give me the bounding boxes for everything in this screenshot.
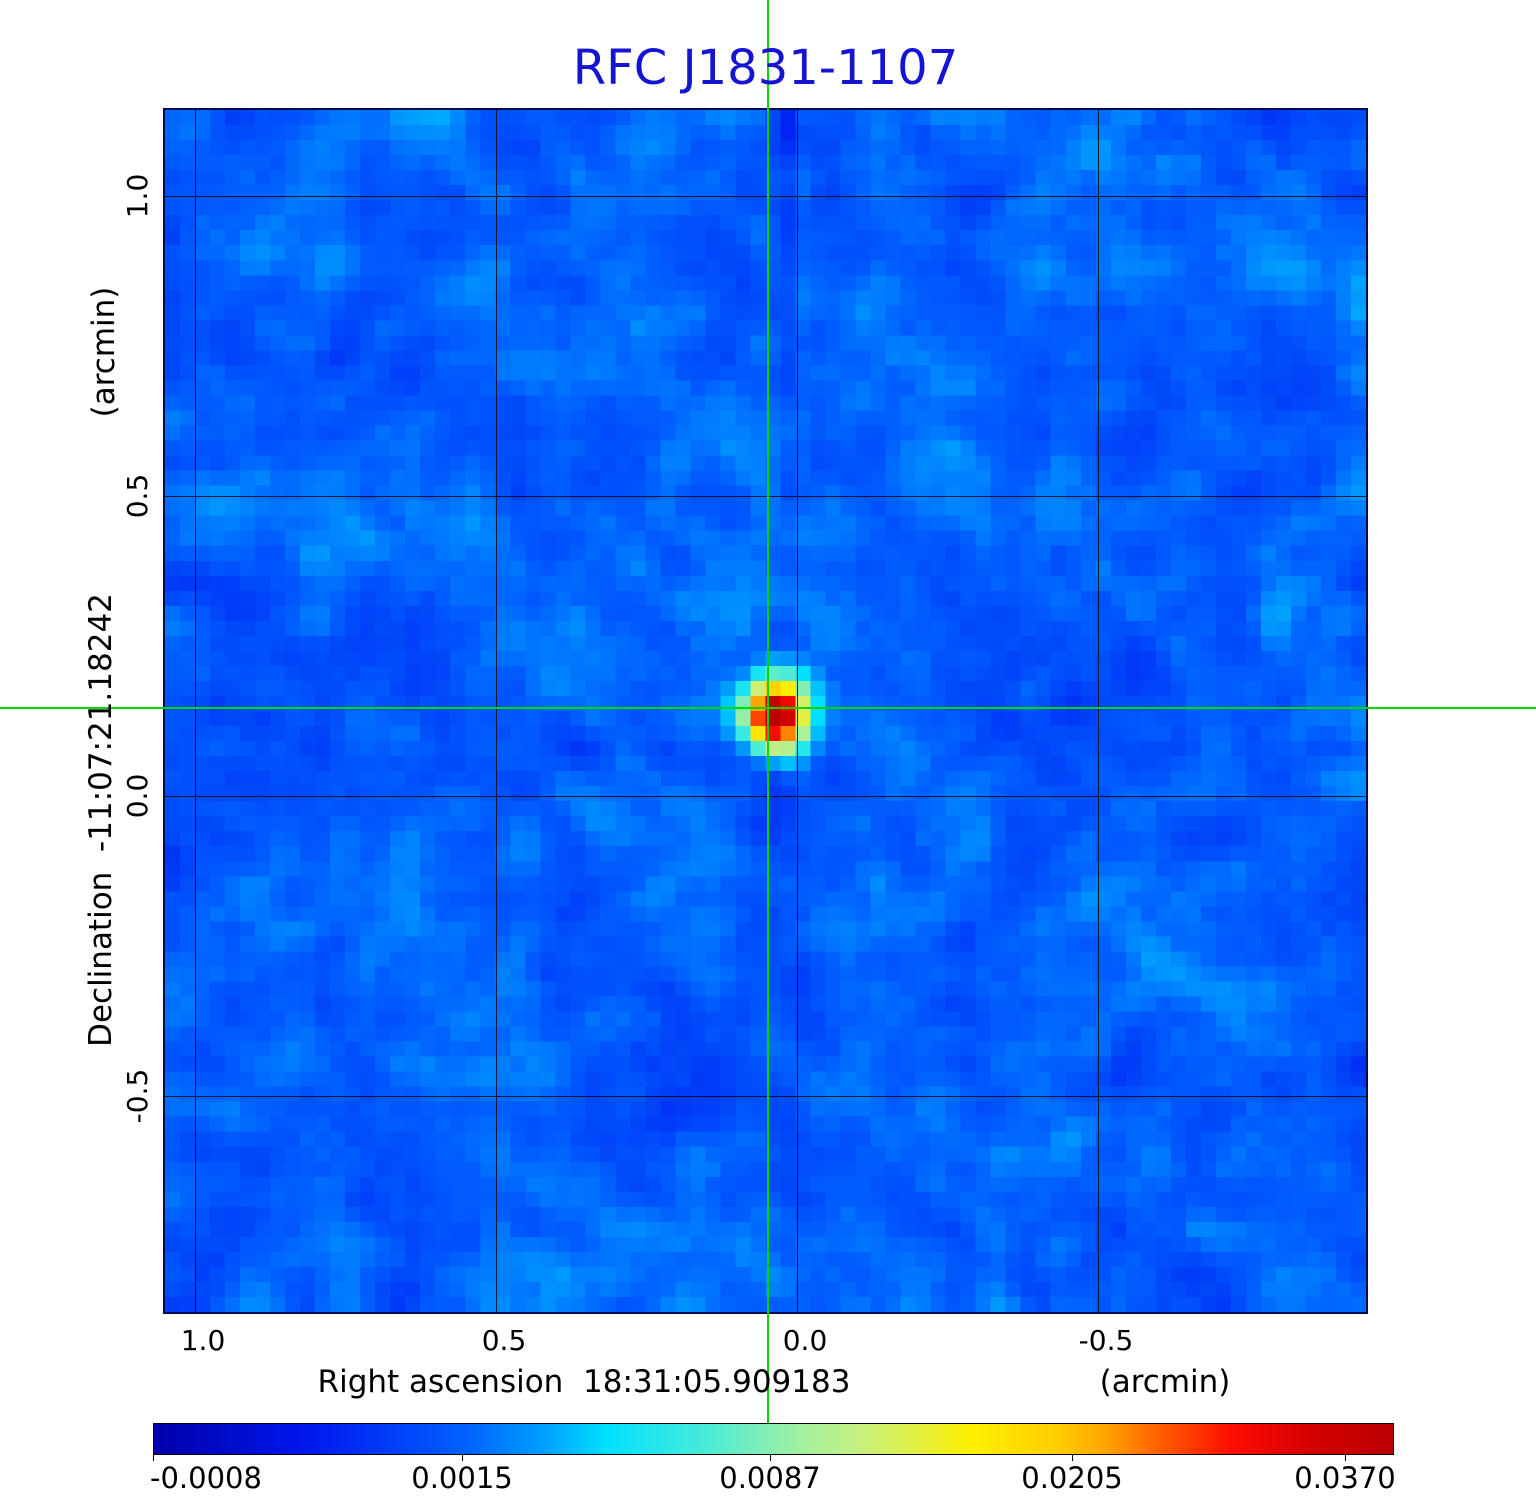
intensity-heatmap-canvas: [165, 110, 1366, 1312]
colorbar-tick-4: [1072, 1454, 1073, 1461]
crosshair-vertical-line: [767, 0, 769, 1423]
gridline-ra-0.0: [797, 110, 798, 1312]
gridline-dec-1.0: [165, 196, 1366, 197]
colorbar-tick-5: [1345, 1454, 1346, 1461]
colorbar-label-max: 0.0370: [1294, 1461, 1396, 1495]
colorbar-label-2: 0.0015: [411, 1461, 513, 1495]
y-axis-unit-label: (arcmin): [86, 286, 122, 418]
y-tick-0.5: 0.5: [121, 473, 154, 519]
colorbar-tick-3: [770, 1454, 771, 1461]
y-tick-1.0: 1.0: [121, 173, 154, 219]
x-tick-0.0: 0.0: [782, 1324, 828, 1357]
gridline-ra-1.0: [195, 110, 196, 1312]
sky-map-plot-area: [163, 108, 1368, 1314]
gridline-dec-0.5: [165, 496, 1366, 497]
gridline-ra--0.5: [1098, 110, 1099, 1312]
colorbar-tick-2: [462, 1454, 463, 1461]
x-tick-1.0: 1.0: [180, 1324, 226, 1357]
colorbar-label-4: 0.0205: [1021, 1461, 1123, 1495]
x-axis-title-right-ascension: Right ascension 18:31:05.909183: [317, 1364, 851, 1400]
x-axis-unit-label: (arcmin): [1099, 1364, 1231, 1400]
gridline-ra-0.5: [496, 110, 497, 1312]
colorbar-tick-1: [153, 1454, 154, 1461]
crosshair-horizontal-line: [0, 707, 1536, 709]
y-tick-0.0: 0.0: [121, 773, 154, 819]
gridline-dec-0.0: [165, 796, 1366, 797]
x-tick-0.5: 0.5: [481, 1324, 527, 1357]
y-axis-title-declination: Declination -11:07:21.18242: [83, 593, 119, 1047]
colorbar-label-min: -0.0008: [150, 1461, 262, 1495]
gridline-dec--0.5: [165, 1096, 1366, 1097]
page-title: RFC J1831-1107: [572, 40, 959, 96]
colorbar-label-3: 0.0087: [719, 1461, 821, 1495]
colorbar-gradient: [153, 1423, 1394, 1455]
x-tick--0.5: -0.5: [1078, 1324, 1134, 1357]
y-tick--0.5: -0.5: [121, 1068, 154, 1124]
